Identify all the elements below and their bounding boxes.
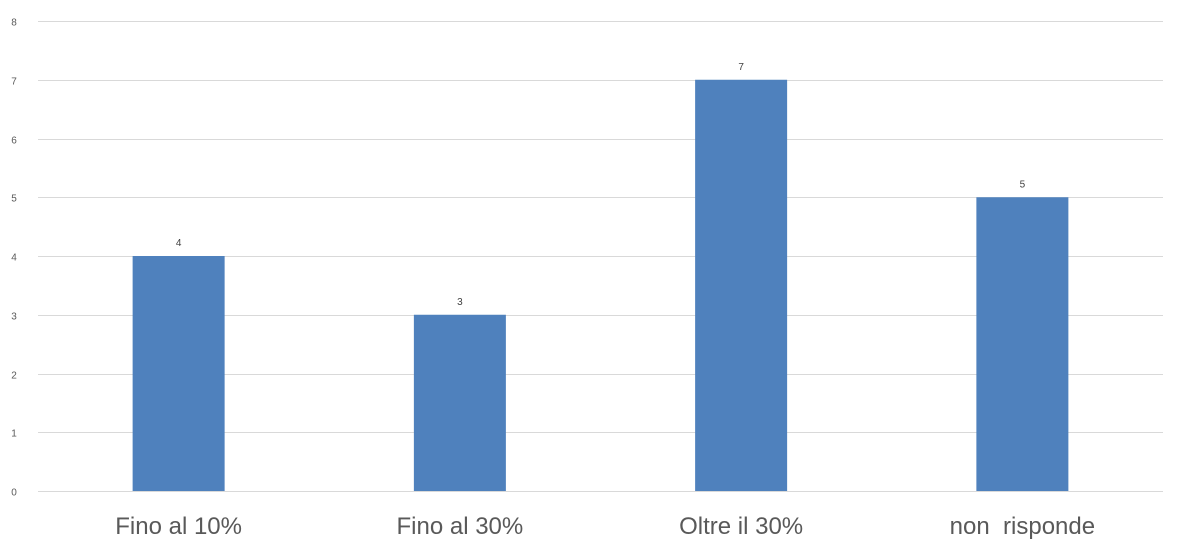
y-tick-label: 5: [11, 194, 17, 205]
x-tick-label: non risponde: [950, 513, 1095, 540]
bar: [413, 314, 506, 491]
data-label: 7: [738, 62, 744, 73]
data-label: 4: [176, 238, 182, 249]
bars: [132, 79, 1069, 491]
data-labels: 4 3 7 5: [176, 62, 1026, 308]
y-tick-label: 0: [11, 488, 17, 499]
data-label: 3: [457, 297, 463, 308]
y-tick-label: 4: [11, 253, 17, 264]
y-tick-label: 3: [11, 312, 17, 323]
x-axis-ticks: Fino al 10% Fino al 30% Oltre il 30% non ri…: [115, 513, 1095, 540]
bar: [132, 256, 225, 491]
data-label: 5: [1020, 179, 1026, 190]
x-tick-label: Oltre il 30%: [679, 513, 803, 540]
bar: [976, 197, 1069, 491]
y-tick-label: 6: [11, 136, 17, 147]
y-tick-label: 7: [11, 77, 17, 88]
y-axis-ticks: 0 1 2 3 4 5 6 7 8: [11, 18, 17, 499]
x-tick-label: Fino al 30%: [397, 513, 524, 540]
y-tick-label: 8: [11, 18, 17, 29]
x-tick-label: Fino al 10%: [115, 513, 242, 540]
gridlines: [38, 21, 1163, 492]
y-tick-label: 2: [11, 371, 17, 382]
bar: [695, 79, 788, 491]
y-tick-label: 1: [11, 429, 17, 440]
